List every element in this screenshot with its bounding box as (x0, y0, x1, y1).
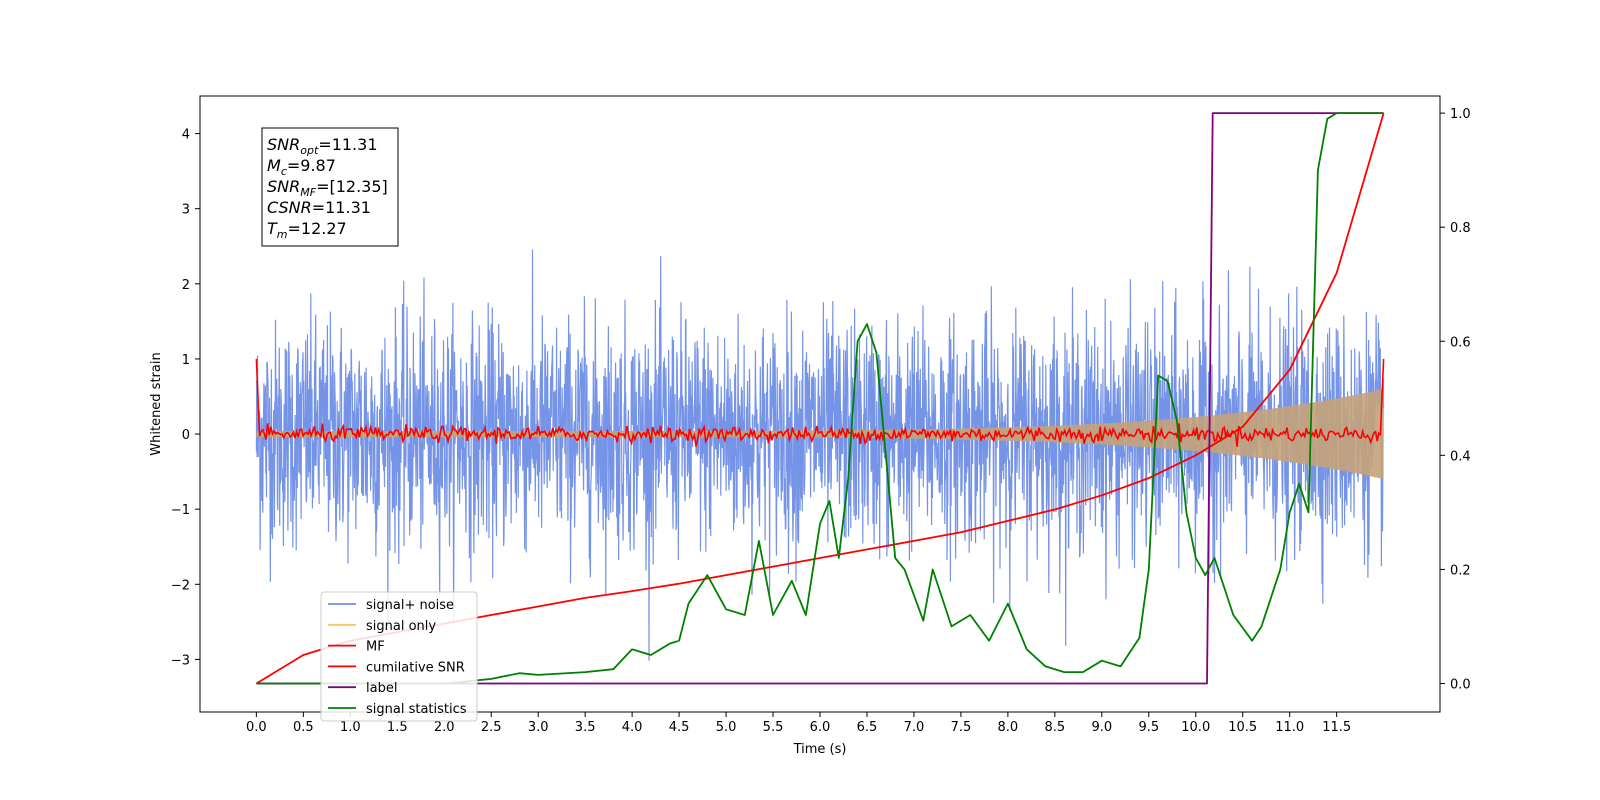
left-y-tick-label: −2 (171, 578, 190, 593)
left-y-tick-label: 3 (182, 203, 190, 218)
left-y-axis-ticks: −3 −2 −1 0 1 2 3 4 (171, 128, 200, 668)
legend-label: label (366, 681, 397, 696)
legend-label: cumilative SNR (366, 660, 465, 675)
right-y-tick-label: 0.8 (1450, 221, 1471, 236)
x-tick-label: 9.5 (1138, 720, 1159, 735)
x-axis-label: Time (s) (793, 742, 847, 757)
left-y-axis-label: Whitened strain (149, 352, 164, 455)
x-tick-label: 9.0 (1091, 720, 1112, 735)
right-y-tick-label: 0.2 (1450, 563, 1471, 578)
x-tick-label: 8.5 (1045, 720, 1066, 735)
legend-label: signal only (366, 619, 436, 634)
legend: signal+ noise signal only MF cumilative SNR… (320, 591, 478, 722)
legend-label: MF (366, 640, 385, 655)
x-tick-label: 11.0 (1275, 720, 1304, 735)
x-tick-label: 8.0 (998, 720, 1019, 735)
annotation-line: Tm=12.27 (267, 219, 347, 241)
legend-frame (320, 591, 478, 722)
annotation-line: Mc=9.87 (267, 156, 336, 178)
right-y-tick-label: 0.6 (1450, 335, 1471, 350)
series-signal-statistics (256, 112, 1384, 685)
annotation-line: SNRopt=11.31 (267, 135, 378, 157)
right-y-tick-label: 1.0 (1450, 107, 1471, 122)
x-tick-label: 1.0 (340, 720, 361, 735)
x-tick-label: 7.0 (904, 720, 925, 735)
x-tick-label: 4.5 (669, 720, 690, 735)
left-y-tick-label: 4 (182, 128, 190, 143)
x-tick-label: 11.5 (1322, 720, 1351, 735)
annotation-box: SNRopt=11.31Mc=9.87SNRMF=[12.35]CSNR=11.… (261, 127, 399, 247)
x-axis-ticks: 0.0 0.5 1.0 1.5 2.0 2.5 3.0 3.5 4.0 4.5 5.0 5.5 6.0 6… (246, 712, 1351, 735)
legend-label: signal statistics (366, 702, 467, 717)
annotation-frame (261, 127, 399, 247)
x-tick-label: 5.0 (716, 720, 737, 735)
x-tick-label: 4.0 (622, 720, 643, 735)
left-y-tick-label: 1 (182, 353, 190, 368)
right-y-axis-ticks: 0.0 0.2 0.4 0.6 0.8 1.0 (1440, 107, 1471, 692)
left-y-tick-label: 0 (182, 428, 190, 443)
x-tick-label: 3.0 (528, 720, 549, 735)
x-tick-label: 2.5 (481, 720, 502, 735)
x-tick-label: 6.5 (857, 720, 878, 735)
series-label (256, 112, 1384, 685)
x-tick-label: 5.5 (763, 720, 784, 735)
left-y-tick-label: −3 (171, 653, 190, 668)
left-y-tick-label: 2 (182, 278, 190, 293)
series-mf (255, 358, 1385, 447)
x-tick-label: 3.5 (575, 720, 596, 735)
x-tick-label: 6.0 (810, 720, 831, 735)
x-tick-label: 10.0 (1181, 720, 1210, 735)
annotation-line: SNRMF=[12.35] (267, 177, 388, 199)
x-tick-label: 0.0 (246, 720, 267, 735)
right-y-tick-label: 0.4 (1450, 449, 1471, 464)
x-tick-label: 1.5 (387, 720, 408, 735)
legend-label: signal+ noise (366, 598, 454, 613)
left-y-tick-label: −1 (171, 503, 190, 518)
annotation-line: CSNR=11.31 (267, 198, 371, 217)
x-tick-label: 10.5 (1228, 720, 1257, 735)
x-tick-label: 0.5 (293, 720, 314, 735)
right-y-tick-label: 0.0 (1450, 677, 1471, 692)
x-tick-label: 7.5 (951, 720, 972, 735)
series-signal-only (256, 389, 1384, 480)
x-tick-label: 2.0 (434, 720, 455, 735)
